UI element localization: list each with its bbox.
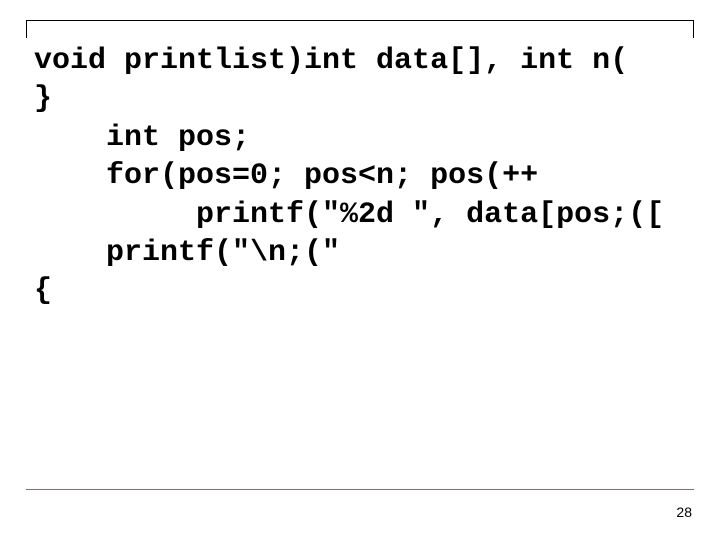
code-line-6: printf("\n;(" <box>34 236 340 270</box>
slide: void printlist)int data[], int n( } int … <box>0 0 720 540</box>
code-block: void printlist)int data[], int n( } int … <box>34 42 686 311</box>
code-line-1: void printlist)int data[], int n( <box>34 44 628 78</box>
page-number: 28 <box>676 504 692 520</box>
code-line-3: int pos; <box>34 121 250 155</box>
accent-top-border <box>26 20 694 38</box>
code-line-7: { <box>34 274 52 308</box>
code-line-5: printf("%2d ", data[pos;([ <box>34 198 664 232</box>
code-line-4: for(pos=0; pos<n; pos(++ <box>34 159 538 193</box>
bottom-rule <box>26 489 694 490</box>
code-line-2: } <box>34 82 52 116</box>
